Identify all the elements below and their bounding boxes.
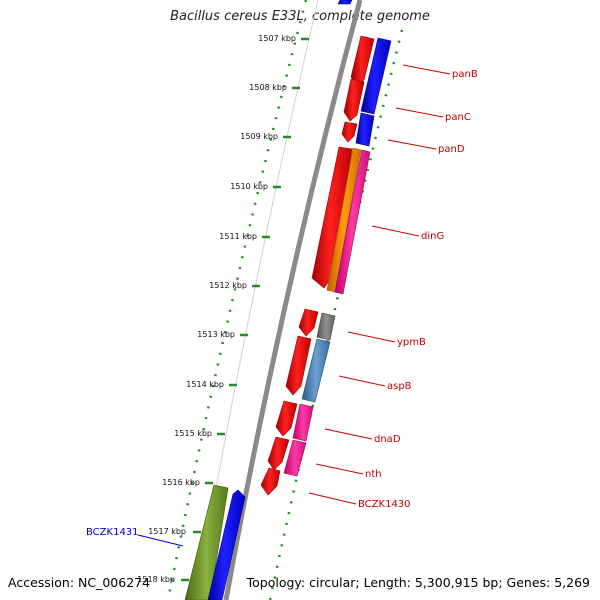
track-forward-BCZK1431 bbox=[184, 484, 246, 600]
genome-backbone bbox=[223, 0, 363, 600]
leader-nth bbox=[315, 463, 364, 475]
kbp-label: 1509 kbp bbox=[240, 132, 278, 141]
kbp-label: 1511 kbp bbox=[219, 232, 257, 241]
kbp-label: 1508 kbp bbox=[249, 83, 287, 92]
leader-dinG bbox=[371, 225, 420, 237]
cds-arrow-panC bbox=[343, 78, 365, 122]
cog-bar-aspB-steel bbox=[301, 338, 331, 403]
gene-label-BCZK1431[interactable]: BCZK1431 bbox=[86, 527, 139, 538]
cds-arrow-ypmB bbox=[298, 308, 319, 337]
accession-text: Accession: NC_006274 bbox=[8, 575, 151, 590]
gene-label-panD[interactable]: panD bbox=[438, 144, 465, 155]
kbp-label: 1512 kbp bbox=[209, 281, 247, 290]
leader-BCZK1430 bbox=[308, 492, 357, 505]
label-leader-lines bbox=[137, 64, 451, 547]
kbp-label: 1515 kbp bbox=[174, 429, 212, 438]
leader-panB bbox=[402, 64, 451, 75]
leader-aspB bbox=[338, 375, 386, 387]
map-title: Bacillus cereus E33L, complete genome bbox=[170, 9, 430, 24]
scale-dotted-track bbox=[166, 0, 308, 600]
inner-dotted-track bbox=[268, 29, 404, 600]
gene-label-nth[interactable]: nth bbox=[365, 469, 382, 480]
leader-panD bbox=[387, 139, 437, 150]
cds-arrow-panD bbox=[341, 121, 358, 143]
gene-label-panB[interactable]: panB bbox=[452, 69, 478, 80]
cds-arrow-BCZK1431-blue bbox=[207, 489, 246, 600]
track-cds-red bbox=[260, 35, 375, 496]
kbp-ticks bbox=[181, 37, 309, 582]
gene-label-ypmB[interactable]: ypmB bbox=[397, 337, 426, 348]
cog-bar-ypmB-gray bbox=[316, 312, 336, 341]
topology-text: Topology: circular; Length: 5,300,915 bp… bbox=[246, 575, 590, 590]
cog-bar-panB bbox=[360, 37, 392, 115]
gene-labels: panB panC panD dinG ypmB aspB dnaD nth B… bbox=[86, 69, 478, 538]
kbp-label: 1510 kbp bbox=[230, 182, 268, 191]
cds-arrow-nth bbox=[267, 436, 290, 471]
gene-label-panC[interactable]: panC bbox=[445, 112, 471, 123]
gene-label-dnaD[interactable]: dnaD bbox=[374, 434, 401, 445]
cds-arrow-BCZK1430 bbox=[260, 467, 281, 496]
cog-bar-dnaD-magenta bbox=[292, 403, 314, 442]
gene-feature-top-blue bbox=[337, 0, 353, 5]
track-cog bbox=[283, 37, 392, 477]
cds-arrow-dinG bbox=[311, 146, 353, 289]
kbp-label: 1513 kbp bbox=[197, 330, 235, 339]
kbp-label: 1517 kbp bbox=[148, 527, 186, 536]
kbp-labels: 1507 kbp 1508 kbp 1509 kbp 1510 kbp 1511… bbox=[137, 34, 296, 584]
kbp-label: 1516 kbp bbox=[162, 478, 200, 487]
leader-ypmB bbox=[347, 331, 396, 343]
cog-bar-nth-magenta bbox=[283, 439, 307, 477]
kbp-label: 1514 kbp bbox=[186, 380, 224, 389]
kbp-label: 1518 kbp bbox=[137, 575, 175, 584]
cds-arrow-aspB bbox=[285, 335, 312, 396]
cog-bar-dinG-magenta bbox=[334, 149, 371, 295]
leader-BCZK1431 bbox=[137, 534, 184, 547]
kbp-label: 1507 kbp bbox=[258, 34, 296, 43]
cog-bar-panC-panD bbox=[355, 112, 375, 147]
cds-arrow-dnaD bbox=[275, 400, 298, 437]
gene-label-BCZK1430[interactable]: BCZK1430 bbox=[358, 499, 411, 510]
gene-label-dinG[interactable]: dinG bbox=[421, 231, 444, 242]
gene-label-aspB[interactable]: aspB bbox=[387, 381, 412, 392]
cds-bar-BCZK1431-olive bbox=[184, 484, 229, 600]
leader-dnaD bbox=[324, 428, 373, 440]
leader-panC bbox=[395, 107, 444, 118]
